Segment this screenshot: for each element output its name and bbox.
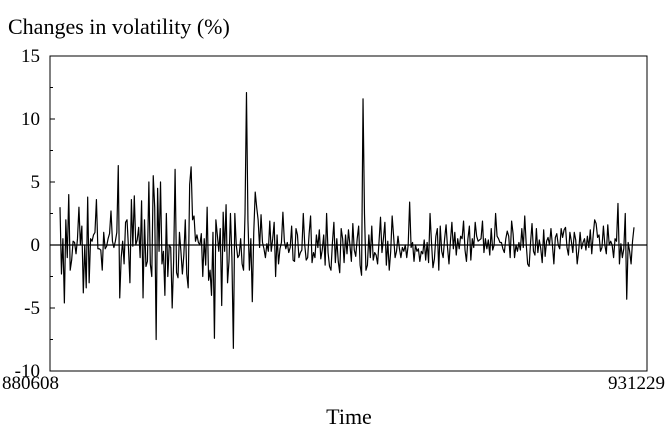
x-tick-label-start: 880608 xyxy=(2,373,59,394)
x-tick-label-end: 931229 xyxy=(608,373,665,394)
y-axis: 15 10 5 0 -5 -10 xyxy=(15,46,55,382)
y-tick-label: 15 xyxy=(21,46,40,67)
y-tick-label: 0 xyxy=(31,235,41,256)
y-tick-label: -5 xyxy=(24,298,40,319)
y-axis-title: Changes in volatility (%) xyxy=(8,14,230,39)
y-tick-label: 10 xyxy=(21,109,40,130)
x-axis-title: Time xyxy=(326,404,372,429)
y-tick-label: -10 xyxy=(15,361,40,382)
y-tick-label: 5 xyxy=(31,172,41,193)
series-line xyxy=(59,91,635,349)
plot-frame xyxy=(49,55,648,372)
